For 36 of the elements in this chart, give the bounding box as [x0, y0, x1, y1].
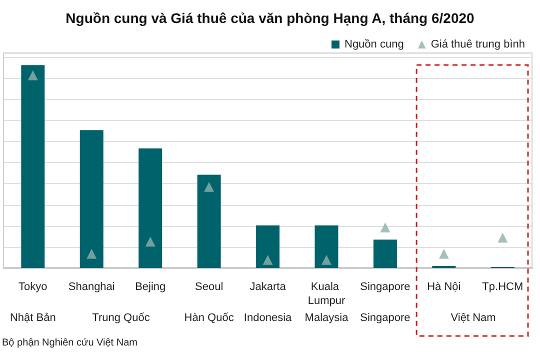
bar [314, 225, 338, 268]
text: Nhật Bản [10, 312, 56, 324]
x-tick-label: Tokyo [18, 281, 48, 293]
point [204, 182, 214, 192]
x-tick-label: Jakarta [250, 281, 287, 293]
text: Indonesia [244, 312, 293, 324]
legend-label: Giá thuê trung bình [430, 38, 526, 50]
point [28, 70, 38, 80]
point [321, 254, 332, 265]
point [380, 222, 390, 232]
x-tick-label: Tp.HCM [482, 281, 524, 293]
point [86, 248, 97, 259]
text: Malaysia [304, 312, 350, 324]
bar [256, 225, 280, 268]
text: Bộ phận Nghiên cứu Việt Nam [2, 338, 138, 348]
bar [373, 240, 397, 268]
chart-title: Nguồn cung và Giá thuê của văn phòng Hạng A, tháng 6/2020 [66, 10, 475, 26]
text: Hàn Quốc [184, 312, 234, 324]
bar [21, 65, 45, 268]
legend-label: Nguồn cung [344, 38, 404, 50]
x-tick-label: Hà Nội [427, 281, 461, 293]
x-tick-label: Singapore [360, 281, 410, 293]
text: Trung Quốc [92, 312, 150, 324]
point [498, 232, 508, 243]
x-tick-label: Kuala Lumpur [308, 281, 346, 307]
x-tick-label: Shanghai [68, 281, 115, 293]
point [438, 248, 449, 259]
x-tick-label: Seoul [194, 281, 224, 293]
x-tick-label: Bejing [135, 281, 166, 293]
text: Việt Nam [450, 312, 496, 324]
bar [138, 148, 162, 268]
text: Singapore [360, 312, 410, 324]
bar [80, 130, 104, 268]
bar [197, 174, 221, 268]
point [262, 254, 273, 265]
point [145, 236, 156, 247]
